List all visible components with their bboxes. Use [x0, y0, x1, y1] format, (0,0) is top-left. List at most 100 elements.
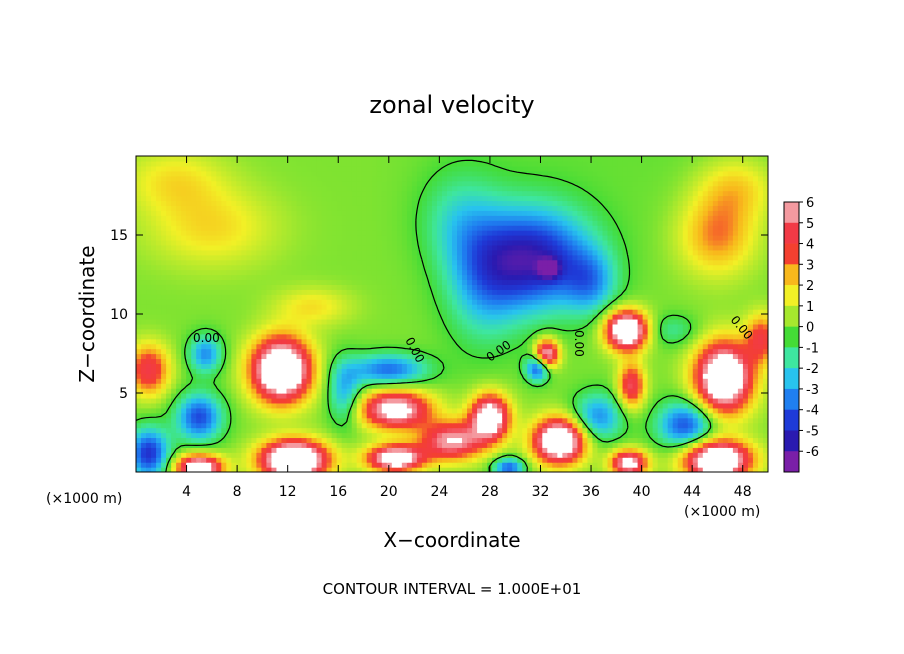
heatmap-cell — [156, 432, 162, 439]
heatmap-cell — [321, 373, 328, 379]
heatmap-cell — [166, 442, 172, 448]
heatmap-cell — [256, 437, 262, 443]
heatmap-cell — [441, 388, 448, 394]
heatmap-cell — [697, 422, 704, 429]
heatmap-cell — [582, 397, 589, 404]
heatmap-cell — [261, 333, 268, 340]
heatmap-cell — [391, 343, 398, 350]
heatmap-cell — [727, 383, 734, 389]
heatmap-cell — [592, 427, 599, 434]
heatmap-cell — [171, 393, 177, 399]
heatmap-cell — [146, 447, 152, 453]
heatmap-cell — [236, 407, 242, 414]
heatmap-cell — [547, 427, 553, 434]
heatmap-cell — [477, 333, 483, 340]
heatmap-cell — [672, 363, 679, 369]
heatmap-cell — [431, 457, 438, 463]
heatmap-cell — [652, 299, 659, 305]
heatmap-cell — [717, 432, 724, 439]
heatmap-cell — [522, 314, 528, 320]
heatmap-cell — [482, 363, 488, 369]
heatmap-cell — [331, 348, 338, 355]
heatmap-cell — [326, 457, 333, 463]
heatmap-cell — [356, 338, 363, 345]
heatmap-cell — [446, 358, 453, 364]
heatmap-cell — [647, 294, 654, 300]
heatmap-cell — [176, 442, 182, 448]
heatmap-cell — [497, 452, 503, 458]
heatmap-cell — [231, 437, 237, 443]
heatmap-cell — [326, 338, 333, 345]
heatmap-cell — [662, 462, 669, 468]
heatmap-cell — [622, 412, 629, 419]
heatmap-cell — [737, 388, 744, 394]
heatmap-cell — [421, 279, 428, 285]
heatmap-cell — [151, 294, 157, 300]
heatmap-cell — [717, 397, 724, 404]
heatmap-cell — [311, 338, 318, 345]
heatmap-cell — [421, 383, 428, 389]
heatmap-cell — [577, 299, 584, 305]
heatmap-cell — [457, 309, 463, 315]
heatmap-cell — [371, 274, 378, 281]
heatmap-cell — [742, 427, 749, 434]
heatmap-cell — [391, 397, 398, 404]
heatmap-cell — [436, 343, 443, 350]
heatmap-cell — [276, 412, 283, 419]
heatmap-cell — [361, 383, 368, 389]
heatmap-cell — [181, 462, 187, 468]
heatmap-cell — [467, 452, 473, 458]
heatmap-cell — [416, 457, 423, 463]
heatmap-cell — [517, 314, 523, 320]
heatmap-cell — [311, 284, 318, 290]
heatmap-cell — [241, 363, 247, 369]
heatmap-cell — [391, 328, 398, 335]
heatmap-cell — [527, 358, 533, 364]
heatmap-cell — [522, 417, 528, 424]
heatmap-cell — [522, 467, 528, 472]
heatmap-cell — [151, 393, 157, 399]
heatmap-cell — [361, 358, 368, 364]
heatmap-cell — [712, 388, 719, 394]
heatmap-cell — [241, 289, 247, 295]
heatmap-cell — [231, 309, 237, 315]
heatmap-cell — [647, 318, 654, 325]
heatmap-cell — [747, 393, 754, 399]
heatmap-cell — [181, 417, 187, 424]
heatmap-cell — [151, 299, 157, 305]
heatmap-cell — [436, 363, 443, 369]
heatmap-cell — [667, 358, 674, 364]
heatmap-cell — [622, 402, 629, 409]
heatmap-cell — [687, 294, 694, 300]
heatmap-cell — [697, 457, 704, 463]
heatmap-cell — [276, 274, 283, 281]
heatmap-cell — [421, 304, 428, 310]
heatmap-cell — [702, 427, 709, 434]
heatmap-cell — [647, 388, 654, 394]
heatmap-cell — [446, 457, 453, 463]
heatmap-cell — [757, 452, 764, 458]
heatmap-cell — [747, 309, 754, 315]
heatmap-cell — [191, 422, 197, 429]
heatmap-cell — [306, 378, 313, 384]
heatmap-cell — [622, 328, 629, 335]
heatmap-cell — [557, 397, 563, 404]
heatmap-cell — [226, 333, 232, 340]
heatmap-cell — [632, 338, 639, 345]
heatmap-cell — [136, 467, 142, 472]
heatmap-cell — [682, 363, 689, 369]
heatmap-cell — [416, 309, 423, 315]
heatmap-cell — [762, 343, 768, 350]
heatmap-cell — [572, 358, 578, 364]
heatmap-cell — [502, 412, 508, 419]
heatmap-cell — [682, 289, 689, 295]
heatmap-cell — [231, 452, 237, 458]
heatmap-cell — [231, 402, 237, 409]
heatmap-cell — [682, 378, 689, 384]
heatmap-cell — [291, 388, 298, 394]
heatmap-cell — [537, 309, 543, 315]
heatmap-cell — [537, 289, 543, 295]
heatmap-cell — [477, 284, 483, 290]
heatmap-cell — [617, 462, 624, 468]
heatmap-cell — [366, 447, 373, 453]
